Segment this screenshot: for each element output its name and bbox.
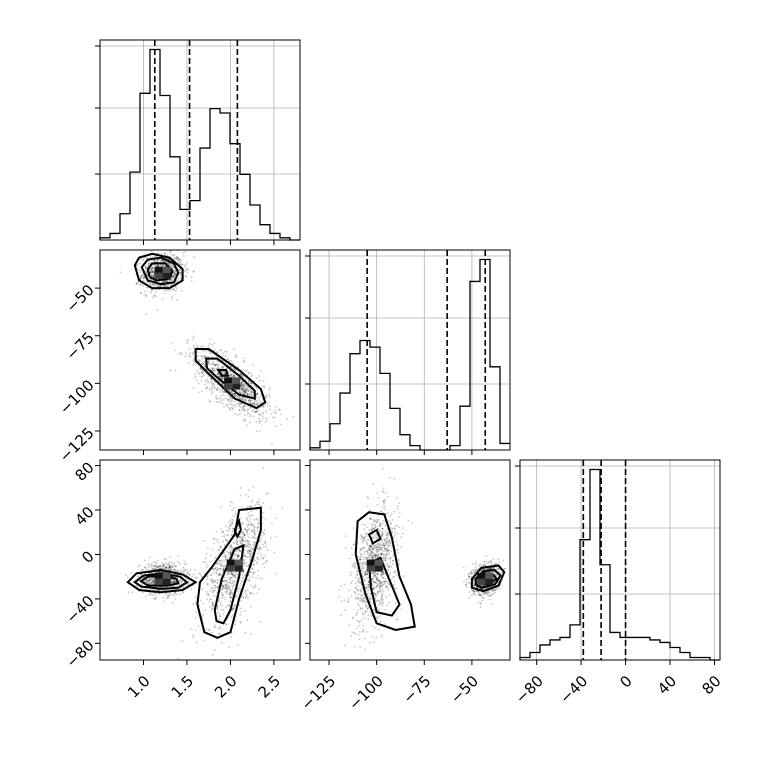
density-core bbox=[232, 383, 241, 390]
scatter-frame bbox=[99, 459, 301, 661]
contour-lines bbox=[133, 252, 267, 410]
density-core bbox=[485, 572, 494, 579]
contour-lines bbox=[126, 506, 262, 639]
scatter-panel-param-0-vs-1: −125 −100 −75 −50 bbox=[56, 249, 301, 466]
histogram-frame bbox=[99, 39, 301, 241]
density-core bbox=[366, 559, 375, 566]
x-tick-label: 2.0 bbox=[211, 672, 241, 702]
density-core bbox=[154, 272, 163, 279]
density-core bbox=[477, 572, 486, 579]
x-tick-label: 40 bbox=[654, 672, 680, 698]
contour-line bbox=[139, 574, 180, 587]
contour-line bbox=[196, 506, 262, 639]
histogram-frame bbox=[519, 459, 721, 661]
x-tick-label: 2.5 bbox=[255, 672, 285, 702]
density-core bbox=[374, 565, 383, 572]
density-core bbox=[154, 572, 163, 579]
contour-line bbox=[194, 348, 267, 410]
scatter-points bbox=[338, 467, 506, 651]
y-tick-label: −80 bbox=[63, 636, 98, 671]
x-tick-label: 1.5 bbox=[168, 672, 198, 702]
density-core bbox=[374, 559, 383, 566]
grid-lines bbox=[328, 250, 473, 450]
contour-line bbox=[204, 357, 256, 400]
density-core bbox=[154, 578, 163, 585]
y-tick-label: −100 bbox=[56, 376, 98, 418]
density-core bbox=[226, 559, 235, 566]
contour-line bbox=[354, 511, 416, 632]
y-tick-label: 40 bbox=[71, 503, 97, 529]
density-core bbox=[154, 266, 163, 273]
y-tick-label: 80 bbox=[71, 458, 97, 484]
density-core bbox=[226, 565, 235, 572]
scatter-frame bbox=[99, 249, 301, 451]
contour-line bbox=[474, 568, 502, 589]
scatter-points bbox=[119, 250, 295, 445]
grid-lines bbox=[520, 465, 720, 595]
scatter-frame bbox=[309, 459, 511, 661]
contour-line bbox=[216, 369, 230, 377]
x-tick-label: −125 bbox=[297, 672, 339, 714]
density-core bbox=[485, 578, 494, 585]
y-tick-label: −75 bbox=[63, 329, 98, 364]
density-core bbox=[224, 377, 233, 384]
contour-line bbox=[213, 544, 245, 625]
grid-lines bbox=[536, 460, 715, 660]
contour-line bbox=[126, 568, 198, 594]
contour-line bbox=[367, 528, 382, 545]
density-core bbox=[162, 578, 171, 585]
contour-line bbox=[146, 262, 174, 282]
grid-lines bbox=[143, 40, 275, 240]
scatter-panel-param-0-vs-2: 1.0 1.5 2.0 2.5 −80 −40 0 40 80 bbox=[63, 458, 301, 702]
histogram-frame bbox=[309, 249, 511, 451]
y-tick-label: −50 bbox=[63, 281, 98, 316]
x-tick-label: −40 bbox=[556, 672, 591, 707]
histogram-panel-param-2: −80 −40 0 40 80 bbox=[512, 459, 725, 707]
histogram-step bbox=[519, 468, 720, 661]
histogram-step bbox=[99, 48, 300, 241]
histogram-step bbox=[309, 258, 510, 451]
histogram-panel-param-1 bbox=[305, 249, 511, 455]
density-core bbox=[477, 578, 486, 585]
density-core bbox=[162, 572, 171, 579]
x-tick-label: 0 bbox=[616, 672, 635, 691]
x-tick-label: 80 bbox=[698, 672, 724, 698]
contour-line bbox=[233, 517, 242, 540]
y-tick-label: −40 bbox=[63, 592, 98, 627]
density-core bbox=[162, 272, 171, 279]
density-core bbox=[234, 559, 243, 566]
scatter-points bbox=[125, 467, 284, 660]
contour-line bbox=[133, 572, 189, 590]
density-core bbox=[234, 565, 243, 572]
y-tick-label: 0 bbox=[78, 547, 97, 566]
grid-lines bbox=[310, 255, 510, 385]
density-core bbox=[232, 377, 241, 384]
x-tick-label: −75 bbox=[399, 672, 434, 707]
scatter-panel-param-1-vs-2: −125 −100 −75 −50 bbox=[297, 459, 511, 714]
density-core bbox=[366, 565, 375, 572]
contour-line bbox=[133, 252, 184, 290]
y-tick-label: −125 bbox=[56, 424, 98, 466]
histogram-panel-param-0 bbox=[95, 39, 301, 245]
density-core bbox=[224, 383, 233, 390]
contour-line bbox=[470, 564, 506, 593]
contour-line bbox=[140, 256, 180, 286]
x-tick-label: 1.0 bbox=[124, 672, 154, 702]
x-tick-label: −80 bbox=[512, 672, 547, 707]
x-tick-label: −50 bbox=[447, 672, 482, 707]
density-core bbox=[162, 266, 171, 273]
x-tick-label: −100 bbox=[345, 672, 387, 714]
